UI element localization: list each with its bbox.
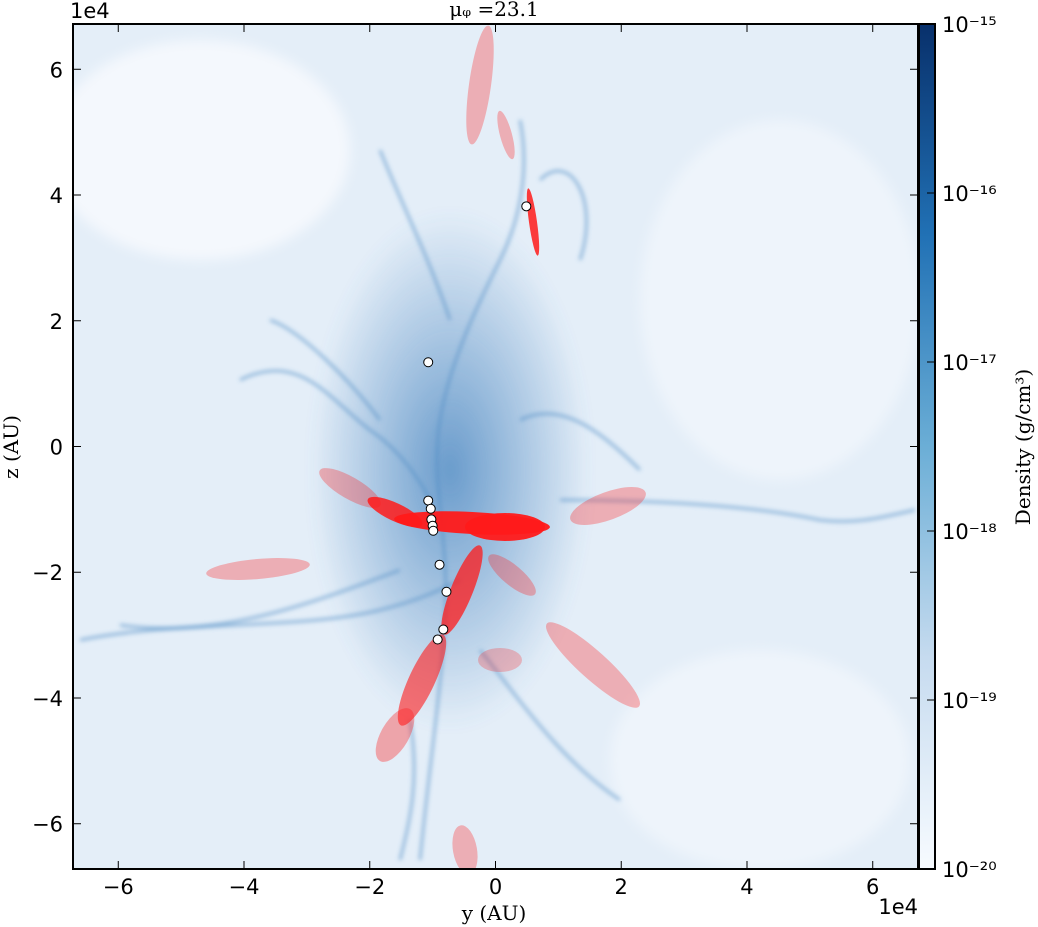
y-tick-label: 0 bbox=[50, 436, 63, 460]
chart-title: μᵩ =23.1 bbox=[449, 0, 538, 21]
sink-particle bbox=[438, 624, 449, 635]
colorbar-tick-label: 10⁻¹⁹ bbox=[942, 689, 997, 713]
y-tick-label: −6 bbox=[32, 813, 63, 837]
x-axis-label: y (AU) bbox=[461, 901, 527, 925]
y-tick-label: 2 bbox=[50, 310, 63, 334]
x-tick-label: −4 bbox=[229, 875, 260, 899]
sink-particle bbox=[432, 634, 443, 645]
sink-particle bbox=[521, 201, 532, 212]
colorbar-tick-label: 10⁻¹⁷ bbox=[942, 351, 997, 375]
sink-particle bbox=[423, 357, 434, 368]
x-tick-label: 6 bbox=[866, 875, 879, 899]
x-tick-label: 2 bbox=[615, 875, 628, 899]
sink-particle bbox=[441, 586, 452, 597]
sink-particle bbox=[425, 503, 436, 514]
x-tick-label: −2 bbox=[354, 875, 385, 899]
colorbar-tick-label: 10⁻²⁰ bbox=[942, 858, 997, 882]
x-tick-label: 4 bbox=[740, 875, 753, 899]
y-tick-label: 4 bbox=[50, 184, 63, 208]
sink-particle bbox=[423, 495, 434, 506]
y-axis-label: z (AU) bbox=[0, 415, 23, 479]
y-tick-label: 6 bbox=[50, 58, 63, 82]
colorbar-tick-label: 10⁻¹⁸ bbox=[942, 520, 997, 544]
density-map bbox=[73, 24, 918, 869]
colorbar bbox=[918, 23, 936, 870]
x-offset-label: 1e4 bbox=[878, 895, 918, 919]
colorbar-tick-label: 10⁻¹⁶ bbox=[942, 182, 997, 206]
y-tick-label: −2 bbox=[32, 561, 63, 585]
y-tick-label: −4 bbox=[32, 687, 63, 711]
y-offset-label: 1e4 bbox=[70, 0, 110, 23]
colorbar-tick-label: 10⁻¹⁵ bbox=[942, 13, 997, 37]
sink-particle bbox=[428, 525, 439, 536]
sink-particle bbox=[434, 559, 445, 570]
x-tick-label: 0 bbox=[489, 875, 502, 899]
x-tick-label: −6 bbox=[103, 875, 134, 899]
colorbar-label: Density (g/cm³) bbox=[1011, 369, 1035, 525]
